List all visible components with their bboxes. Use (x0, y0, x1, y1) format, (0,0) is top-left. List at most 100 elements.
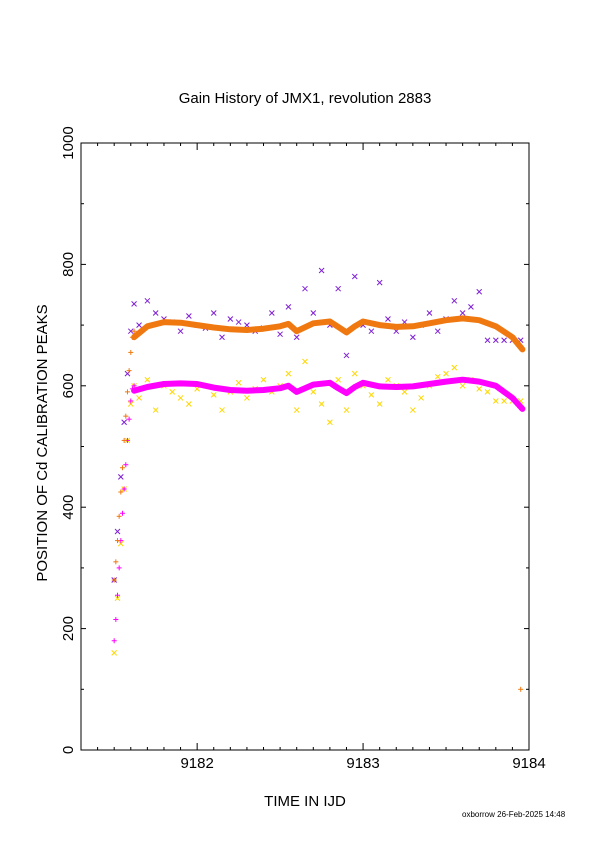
data-point (244, 322, 250, 328)
data-point (124, 389, 130, 395)
data-point (376, 279, 383, 286)
data-point (310, 389, 317, 395)
data-point (127, 328, 134, 335)
y-tick-label: 200 (60, 616, 77, 641)
x-tick-label: 9184 (512, 755, 545, 772)
data-point (116, 513, 122, 519)
data-point (451, 297, 458, 304)
data-point (468, 304, 474, 310)
data-point (136, 395, 142, 401)
data-point (368, 392, 375, 398)
data-point (293, 334, 300, 341)
data-point (343, 407, 350, 413)
data-point (127, 401, 134, 407)
series-line (131, 315, 526, 353)
data-marks (111, 267, 526, 692)
data-point (126, 416, 132, 422)
data-point (409, 334, 416, 341)
data-point (343, 352, 350, 359)
data-point (327, 419, 333, 426)
data-point (123, 462, 129, 468)
data-point (136, 322, 142, 328)
y-tick-label: 800 (60, 252, 77, 277)
data-point (459, 310, 466, 316)
data-point (451, 364, 458, 371)
data-point (114, 528, 121, 535)
data-point (351, 370, 358, 377)
data-point (501, 337, 507, 344)
data-point (244, 395, 250, 401)
data-point (235, 319, 242, 325)
data-point (219, 334, 225, 341)
y-tick-label: 0 (60, 746, 77, 754)
data-point (426, 310, 433, 316)
data-point (310, 310, 317, 316)
footer-stamp: oxborrow 26-Feb-2025 14:48 (462, 810, 566, 819)
data-point (492, 398, 499, 404)
data-point (476, 288, 483, 295)
x-axis-label: TIME IN IJD (264, 793, 346, 810)
data-point (518, 686, 524, 692)
data-point (126, 368, 132, 374)
data-point (111, 650, 118, 656)
x-axis: 9182 9183 9184 (97, 143, 546, 772)
data-point (169, 389, 176, 395)
y-axis-label: POSITION OF Cd CALIBRATION PEAKS (34, 304, 51, 581)
data-point (119, 465, 125, 471)
data-point (268, 310, 275, 316)
data-point (113, 559, 119, 565)
data-point (119, 510, 125, 516)
data-point (113, 616, 119, 622)
data-point (385, 376, 391, 383)
data-point (277, 331, 283, 338)
data-point (131, 328, 137, 334)
y-tick-label: 1000 (60, 126, 77, 159)
data-point (219, 407, 225, 413)
data-point (123, 413, 129, 419)
data-point (401, 389, 408, 395)
data-point (484, 337, 491, 344)
data-point (443, 370, 449, 377)
data-point (177, 328, 184, 335)
data-point (121, 437, 127, 443)
data-point (501, 398, 507, 404)
data-point (235, 379, 242, 386)
data-point (185, 313, 192, 319)
plot-frame (80, 142, 530, 751)
data-point (177, 395, 184, 401)
data-point (368, 328, 375, 335)
data-point (121, 486, 127, 492)
data-point (434, 328, 441, 335)
data-point (185, 401, 192, 407)
data-point (351, 273, 358, 280)
data-point (484, 389, 491, 395)
data-point (128, 398, 134, 404)
data-point (318, 401, 325, 407)
data-point (285, 304, 292, 310)
data-point (144, 376, 151, 383)
data-point (260, 376, 267, 383)
data-point (118, 489, 124, 495)
data-point (285, 370, 292, 377)
data-point (476, 385, 483, 392)
data-point (131, 301, 137, 307)
data-point (335, 376, 342, 383)
y-tick-label: 400 (60, 495, 77, 520)
data-point (117, 540, 124, 547)
data-point (114, 595, 121, 602)
data-point (385, 316, 391, 322)
data-point (318, 267, 325, 274)
y-tick-label: 600 (60, 373, 77, 398)
data-point (121, 419, 127, 426)
data-point (152, 310, 159, 316)
data-point (227, 316, 234, 322)
data-point (111, 577, 117, 583)
data-point (302, 285, 308, 292)
chart-title: Gain History of JMX1, revolution 2883 (179, 90, 432, 107)
data-point (335, 285, 342, 292)
x-tick-label: 9182 (180, 755, 213, 772)
data-point (152, 407, 159, 413)
data-point (302, 358, 308, 365)
data-point (293, 407, 300, 413)
